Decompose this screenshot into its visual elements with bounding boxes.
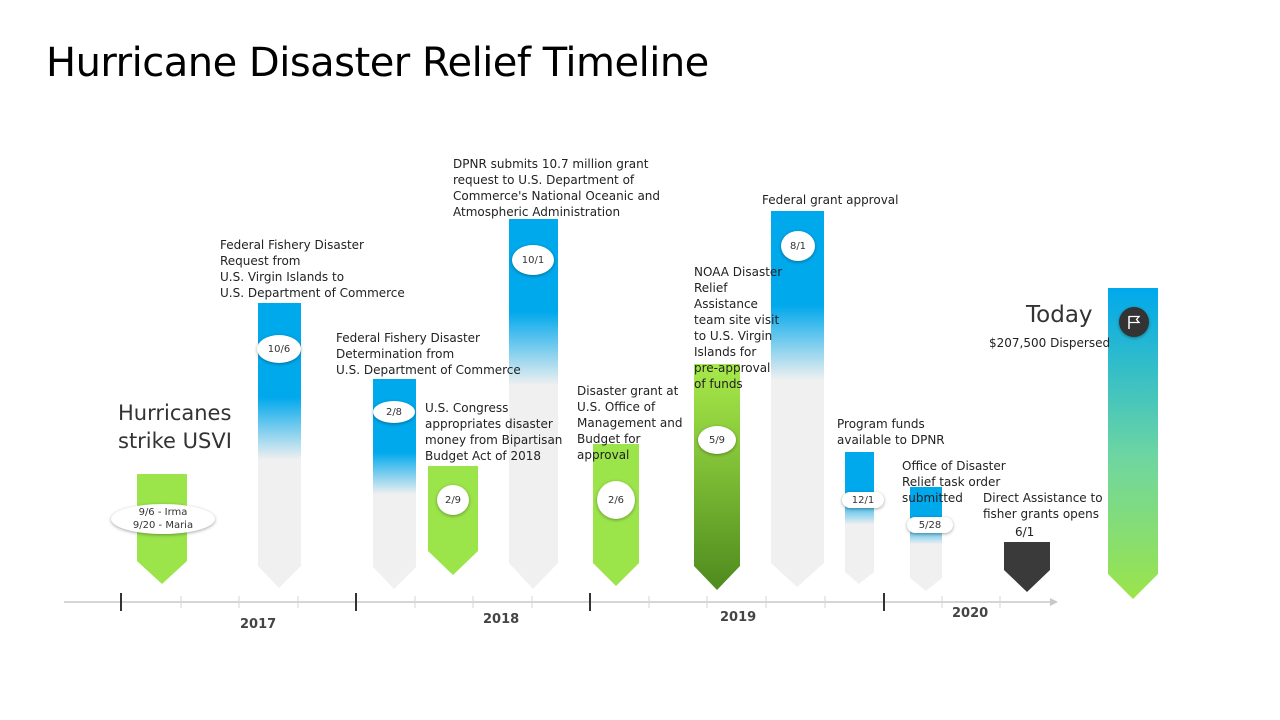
- hurricane-date-irma: 9/6 - Irma: [138, 507, 188, 518]
- arrow-today: [1108, 288, 1158, 599]
- hurricane-date-maria: 9/20 - Maria: [132, 520, 194, 531]
- hurricanes-title-line1: Hurricanes: [118, 401, 232, 425]
- date-badge-12-1: 12/1: [842, 492, 884, 508]
- event-label-8-1: Federal grant approval: [762, 193, 899, 207]
- year-label-2017: 2017: [240, 617, 277, 632]
- flag-icon: [1119, 307, 1149, 337]
- arrow-5-28: [910, 487, 942, 591]
- date-badge-2-6: 2/6: [597, 481, 635, 519]
- date-badge-5-9: 5/9: [698, 426, 736, 454]
- today-amount: $207,500 Dispersed: [989, 336, 1111, 350]
- date-badge-hurricanes: 9/6 - Irma 9/20 - Maria: [111, 504, 215, 534]
- event-label-5-28: Office of Disaster Relief task order sub…: [902, 459, 1006, 505]
- arrow-5-9: [694, 364, 740, 590]
- hurricanes-title-line2: strike USVI: [118, 429, 232, 453]
- event-date-6-1: 6/1: [1015, 525, 1035, 539]
- year-label-2018: 2018: [483, 612, 520, 627]
- date-badge-10-1: 10/1: [512, 245, 554, 275]
- event-label-2-8: Federal Fishery Disaster Determination f…: [336, 331, 521, 377]
- flag-icon-glyph: [1128, 315, 1141, 329]
- event-label-6-1: Direct Assistance to fisher grants opens: [983, 491, 1103, 521]
- date-badge-10-6: 10/6: [257, 335, 301, 363]
- date-badge-8-1: 8/1: [781, 231, 815, 261]
- date-badge-2-8: 2/8: [373, 401, 415, 423]
- page-title: Hurricane Disaster Relief Timeline: [46, 40, 709, 86]
- today-title: Today: [1026, 302, 1093, 328]
- arrow-10-6: [258, 303, 301, 588]
- hurricanes-title: Hurricanes strike USVI: [118, 399, 232, 455]
- event-label-10-1: DPNR submits 10.7 million grant request …: [453, 157, 661, 219]
- event-label-2-9: U.S. Congress appropriates disaster mone…: [425, 401, 563, 463]
- arrow-2-8: [373, 379, 416, 589]
- year-label-2020: 2020: [952, 606, 989, 621]
- timeline-axis: [64, 593, 1058, 611]
- arrow-8-1: [771, 211, 824, 587]
- arrow-2-9: [428, 466, 478, 575]
- event-label-10-6: Federal Fishery Disaster Request from U.…: [220, 238, 405, 300]
- event-label-5-9: NOAA Disaster Relief Assistance team sit…: [694, 265, 783, 391]
- date-badge-2-9: 2/9: [437, 485, 469, 515]
- event-label-2-6: Disaster grant at U.S. Office of Managem…: [577, 384, 683, 462]
- date-badge-5-28: 5/28: [907, 517, 953, 533]
- arrow-12-1: [845, 452, 874, 584]
- arrow-6-1: [1004, 542, 1050, 592]
- arrow-10-1: [509, 219, 558, 589]
- event-label-12-1: Program funds available to DPNR: [837, 417, 945, 447]
- year-label-2019: 2019: [720, 610, 757, 625]
